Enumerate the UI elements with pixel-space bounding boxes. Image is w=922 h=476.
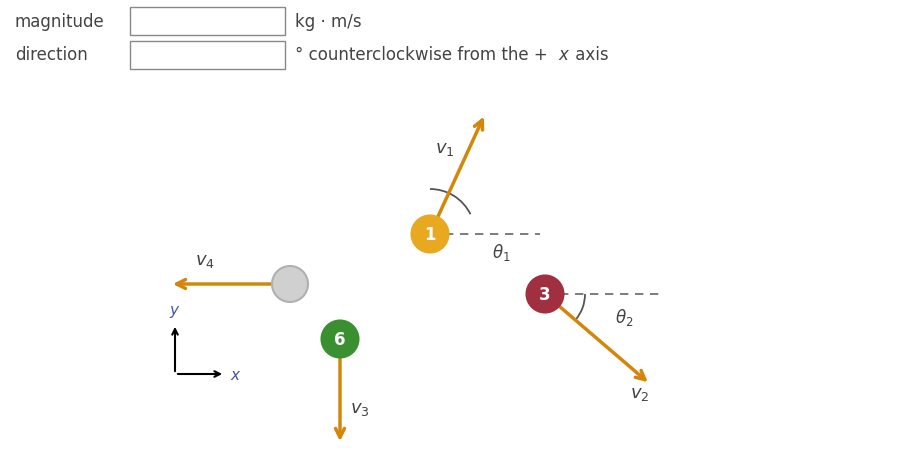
Text: $y$: $y$	[170, 303, 181, 319]
Text: kg · m/s: kg · m/s	[295, 13, 361, 31]
Text: $v_1$: $v_1$	[435, 140, 455, 158]
Text: $v_2$: $v_2$	[630, 384, 649, 402]
Text: $x$: $x$	[230, 367, 242, 382]
Circle shape	[272, 267, 308, 302]
Text: $\theta_1$: $\theta_1$	[492, 241, 511, 262]
Text: $v_3$: $v_3$	[350, 399, 370, 417]
Text: $v_4$: $v_4$	[195, 251, 215, 269]
Text: 6: 6	[335, 330, 346, 348]
Text: magnitude: magnitude	[15, 13, 105, 31]
FancyBboxPatch shape	[130, 42, 285, 70]
Text: ° counterclockwise from the +: ° counterclockwise from the +	[295, 46, 548, 64]
Text: direction: direction	[15, 46, 88, 64]
Text: $\theta_2$: $\theta_2$	[615, 307, 633, 327]
Text: $x$: $x$	[558, 46, 571, 64]
Text: 1: 1	[424, 226, 436, 244]
Circle shape	[322, 321, 358, 357]
Circle shape	[527, 277, 563, 312]
Text: 3: 3	[539, 286, 550, 303]
Circle shape	[412, 217, 448, 252]
FancyBboxPatch shape	[130, 8, 285, 36]
Text: axis: axis	[570, 46, 609, 64]
